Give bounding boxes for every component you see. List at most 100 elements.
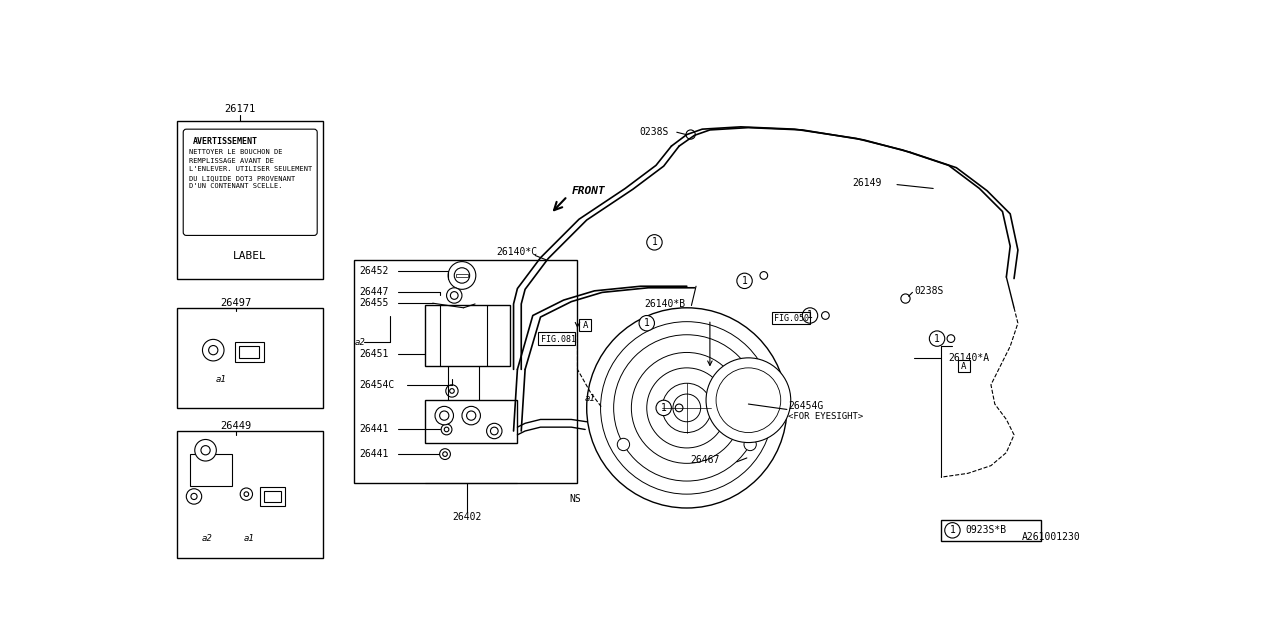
Text: 26171: 26171 xyxy=(224,104,256,114)
Circle shape xyxy=(929,331,945,346)
Circle shape xyxy=(467,411,476,420)
Circle shape xyxy=(901,294,910,303)
Circle shape xyxy=(945,523,960,538)
Text: 26455: 26455 xyxy=(360,298,389,308)
Bar xyxy=(425,305,509,366)
Text: FRONT: FRONT xyxy=(571,186,605,196)
Bar xyxy=(425,400,517,442)
Text: 26441: 26441 xyxy=(360,449,389,459)
Circle shape xyxy=(209,346,218,355)
Circle shape xyxy=(439,411,449,420)
Text: 26454C: 26454C xyxy=(360,380,394,390)
Text: 1: 1 xyxy=(660,403,667,413)
Circle shape xyxy=(439,449,451,460)
Text: D'UN CONTENANT SCELLE.: D'UN CONTENANT SCELLE. xyxy=(188,183,282,189)
Circle shape xyxy=(686,130,695,139)
Bar xyxy=(538,332,575,345)
Text: 26447: 26447 xyxy=(360,287,389,298)
Bar xyxy=(177,122,324,279)
Bar xyxy=(260,487,285,506)
Circle shape xyxy=(187,489,202,504)
Text: 26452: 26452 xyxy=(360,266,389,276)
Text: 26451: 26451 xyxy=(360,349,389,359)
Text: a1: a1 xyxy=(215,375,227,384)
Circle shape xyxy=(195,440,216,461)
Text: 26402: 26402 xyxy=(453,512,483,522)
Text: AVERTISSEMENT: AVERTISSEMENT xyxy=(192,137,257,146)
Circle shape xyxy=(454,268,470,283)
Circle shape xyxy=(449,388,454,393)
Circle shape xyxy=(462,406,480,425)
Circle shape xyxy=(202,339,224,361)
Circle shape xyxy=(435,406,453,425)
Circle shape xyxy=(737,273,753,289)
Bar xyxy=(772,312,810,324)
Bar xyxy=(234,342,264,362)
Text: 26454G: 26454G xyxy=(788,401,824,412)
Circle shape xyxy=(716,368,781,433)
Text: FIG.050: FIG.050 xyxy=(774,314,809,323)
Text: 1: 1 xyxy=(934,333,940,344)
Text: FIG.081: FIG.081 xyxy=(540,335,576,344)
Text: L'ENLEVER. UTILISER SEULEMENT: L'ENLEVER. UTILISER SEULEMENT xyxy=(188,166,312,172)
Circle shape xyxy=(191,493,197,500)
Circle shape xyxy=(760,271,768,279)
Circle shape xyxy=(947,335,955,342)
Text: 1: 1 xyxy=(808,310,813,321)
Bar xyxy=(191,454,233,486)
Circle shape xyxy=(442,424,452,435)
Text: a1: a1 xyxy=(585,394,596,403)
Text: 26497: 26497 xyxy=(220,298,252,308)
Circle shape xyxy=(201,445,210,455)
Circle shape xyxy=(676,404,684,412)
Circle shape xyxy=(646,235,662,250)
Text: 0238S: 0238S xyxy=(914,286,943,296)
Text: DU LIQUIDE DOT3 PROVENANT: DU LIQUIDE DOT3 PROVENANT xyxy=(188,175,294,180)
Bar xyxy=(239,346,260,358)
Circle shape xyxy=(490,427,498,435)
Circle shape xyxy=(803,308,818,323)
Circle shape xyxy=(486,423,502,438)
Text: 1: 1 xyxy=(741,276,748,286)
Text: A: A xyxy=(582,321,588,330)
Circle shape xyxy=(646,368,727,448)
Text: LABEL: LABEL xyxy=(233,252,268,261)
Bar xyxy=(456,274,468,277)
Text: 26140*B: 26140*B xyxy=(644,299,686,309)
Circle shape xyxy=(657,400,672,415)
Bar xyxy=(941,520,1041,541)
Bar xyxy=(177,308,324,408)
Text: NETTOYER LE BOUCHON DE: NETTOYER LE BOUCHON DE xyxy=(188,149,282,156)
Text: 26441: 26441 xyxy=(360,424,389,435)
Text: 1: 1 xyxy=(950,525,955,535)
Circle shape xyxy=(617,438,630,451)
Circle shape xyxy=(631,353,742,463)
Circle shape xyxy=(451,292,458,300)
Text: 26149: 26149 xyxy=(852,178,882,188)
Text: 1: 1 xyxy=(644,318,650,328)
Bar xyxy=(957,360,970,372)
Text: NS: NS xyxy=(570,494,581,504)
Circle shape xyxy=(443,452,447,456)
Circle shape xyxy=(822,312,829,319)
Circle shape xyxy=(662,383,712,433)
Circle shape xyxy=(444,427,449,432)
Text: 26140*A: 26140*A xyxy=(948,353,989,363)
Bar xyxy=(264,491,282,502)
Text: 0238S: 0238S xyxy=(639,127,668,137)
Circle shape xyxy=(445,385,458,397)
Text: a2: a2 xyxy=(355,338,366,347)
Bar xyxy=(177,431,324,558)
FancyBboxPatch shape xyxy=(183,129,317,236)
Text: 1: 1 xyxy=(652,237,658,247)
Bar xyxy=(355,260,577,483)
Bar xyxy=(579,319,591,331)
Circle shape xyxy=(241,488,252,500)
Text: 0923S*B: 0923S*B xyxy=(965,525,1006,535)
Circle shape xyxy=(673,394,700,422)
Text: a2: a2 xyxy=(202,534,212,543)
Text: REMPLISSAGE AVANT DE: REMPLISSAGE AVANT DE xyxy=(188,157,274,164)
Text: A261001230: A261001230 xyxy=(1021,532,1080,542)
Text: a1: a1 xyxy=(244,534,255,543)
Text: 26449: 26449 xyxy=(220,421,252,431)
